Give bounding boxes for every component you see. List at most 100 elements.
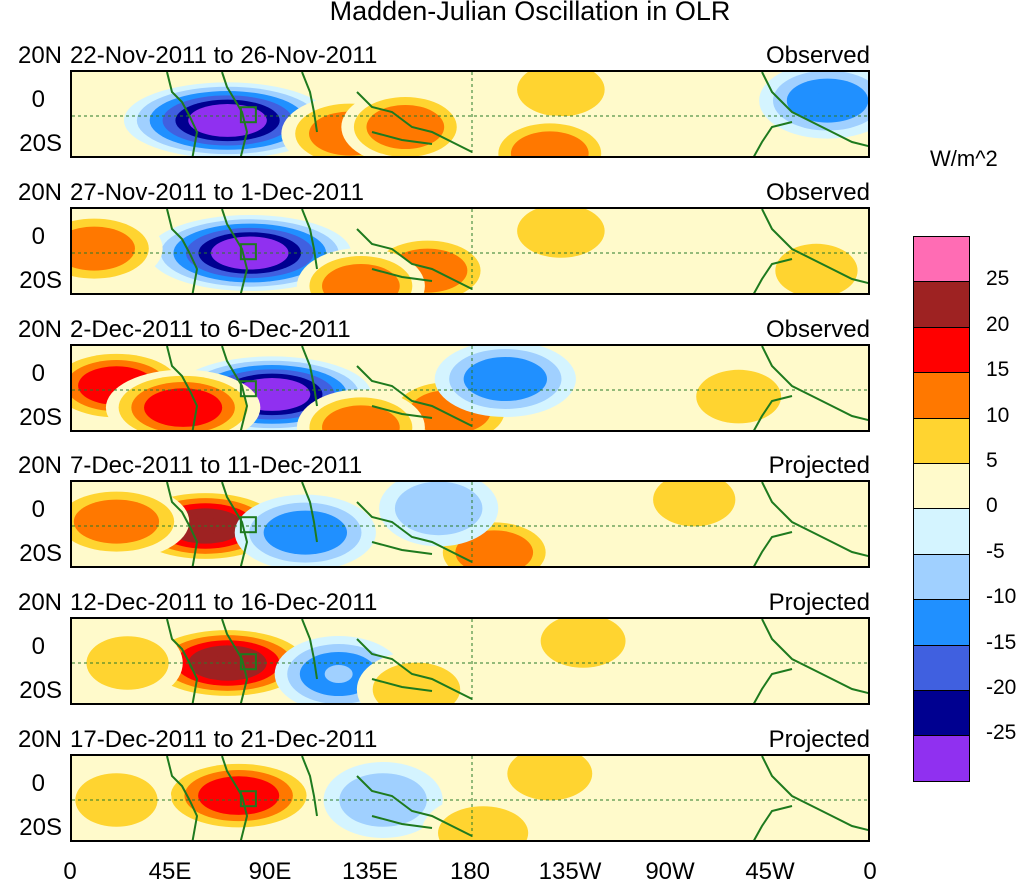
anomaly-core: [469, 824, 498, 840]
map-panel: 2-Dec-2011 to 6-Dec-2011 Observed: [70, 316, 870, 432]
colorbar-swatch: [913, 281, 970, 328]
map-frame: [70, 70, 870, 158]
colorbar-swatch: [913, 644, 970, 691]
colorbar-swatch: [913, 417, 970, 464]
latitude-tick-label: 0: [31, 496, 45, 523]
olr-anomaly-field: [72, 209, 868, 293]
coastline: [221, 72, 249, 156]
colorbar-swatch: [913, 508, 970, 555]
anomaly-core: [480, 543, 509, 562]
chart-title: Madden-Julian Oscillation in OLR: [329, 0, 731, 26]
colorbar-level-label: 0: [986, 494, 998, 518]
coastline: [761, 72, 868, 148]
coastline: [166, 756, 199, 840]
olr-anomaly-field: [72, 346, 868, 430]
anomaly-core: [546, 80, 575, 99]
coastline: [753, 531, 793, 566]
anomaly-core: [258, 385, 286, 404]
anomaly-contour: [322, 405, 400, 430]
longitude-tick-label: 180: [449, 858, 491, 885]
coastline: [753, 121, 793, 156]
latitude-tick-label: 20S: [19, 540, 62, 567]
coastline: [761, 482, 868, 558]
colorbar-level-label: -10: [986, 585, 1017, 609]
anomaly-core: [435, 403, 464, 421]
colorbar-level-label: 20: [986, 312, 1010, 336]
anomaly-core: [546, 222, 575, 240]
anomaly-core: [213, 654, 242, 672]
coastline: [301, 619, 318, 680]
latitude-tick-label: 0: [31, 770, 45, 797]
longitude-tick-label: 135W: [538, 858, 602, 885]
colorbar-swatch: [913, 735, 970, 782]
olr-anomaly-field: [72, 72, 868, 156]
coastline: [221, 756, 249, 840]
anomaly-core: [680, 490, 709, 509]
colorbar-units: W/m^2: [930, 146, 998, 171]
coastline: [166, 72, 199, 156]
colorbar-level-label: 15: [986, 358, 1010, 382]
anomaly-core: [724, 387, 753, 406]
colorbar-swatch: [913, 372, 970, 419]
panel-period-label: 7-Dec-2011 to 11-Dec-2011: [70, 452, 363, 479]
latitude-tick-label: 20S: [19, 267, 62, 294]
longitude-tick-label: 135E: [341, 858, 399, 885]
anomaly-core: [213, 111, 242, 130]
colorbar-level-label: 25: [986, 267, 1010, 291]
index-region-box: [239, 243, 257, 261]
map-frame: [70, 617, 870, 705]
colorbar-level-label: -25: [986, 721, 1017, 745]
colorbar-level-label: 10: [986, 403, 1010, 427]
panel-type-label: Observed: [765, 316, 870, 343]
panel-period-label: 2-Dec-2011 to 6-Dec-2011: [70, 316, 351, 343]
coastline: [761, 619, 868, 695]
coastline: [761, 209, 868, 285]
anomaly-core: [291, 523, 320, 542]
map-frame: [70, 480, 870, 568]
coastline: [371, 678, 433, 692]
latitude-tick-label: 0: [31, 86, 45, 113]
coastline: [371, 268, 433, 282]
coastline: [301, 346, 318, 407]
longitude-tick-label: 45E: [148, 858, 192, 885]
map-frame: [70, 207, 870, 295]
colorbar-swatch: [913, 463, 970, 510]
anomaly-core: [802, 261, 831, 280]
coastline: [301, 756, 318, 817]
latitude-tick-label: 0: [31, 360, 45, 387]
map-panel: 7-Dec-2011 to 11-Dec-2011 Projected: [70, 452, 870, 568]
panel-type-label: Projected: [768, 726, 870, 753]
coastline: [753, 805, 793, 840]
latitude-tick-label: 0: [31, 633, 45, 660]
latitude-tick-label: 20N: [17, 179, 62, 206]
coastline: [356, 501, 473, 563]
coastline: [753, 668, 793, 703]
coastline: [221, 482, 249, 566]
anomaly-core: [324, 665, 353, 683]
panel-type-label: Observed: [765, 179, 870, 206]
map-panel: 17-Dec-2011 to 21-Dec-2011 Projected: [70, 726, 870, 842]
olr-anomaly-field: [72, 756, 868, 840]
anomaly-core: [491, 370, 520, 388]
map-frame: [70, 754, 870, 842]
latitude-tick-label: 20S: [19, 677, 62, 704]
anomaly-core: [569, 632, 598, 650]
coastline: [356, 638, 473, 700]
colorbar-swatch: [913, 690, 970, 737]
anomaly-core: [102, 512, 131, 531]
map-panel: 12-Dec-2011 to 16-Dec-2011 Projected: [70, 589, 870, 705]
map-panel: 22-Nov-2011 to 26-Nov-2011 Observed: [70, 42, 870, 158]
panel-type-label: Projected: [768, 589, 870, 616]
index-region-box: [239, 790, 257, 808]
coastline: [166, 482, 199, 566]
index-region-box: [239, 516, 257, 534]
anomaly-core: [813, 91, 842, 110]
olr-anomaly-field: [72, 619, 868, 703]
longitude-tick-label: 0: [863, 858, 877, 885]
coastline: [356, 228, 473, 290]
coastline: [371, 815, 433, 829]
panel-period-label: 27-Nov-2011 to 1-Dec-2011: [70, 179, 364, 206]
coastline: [356, 775, 473, 837]
latitude-tick-label: 20N: [17, 726, 62, 753]
anomaly-core: [391, 118, 420, 136]
